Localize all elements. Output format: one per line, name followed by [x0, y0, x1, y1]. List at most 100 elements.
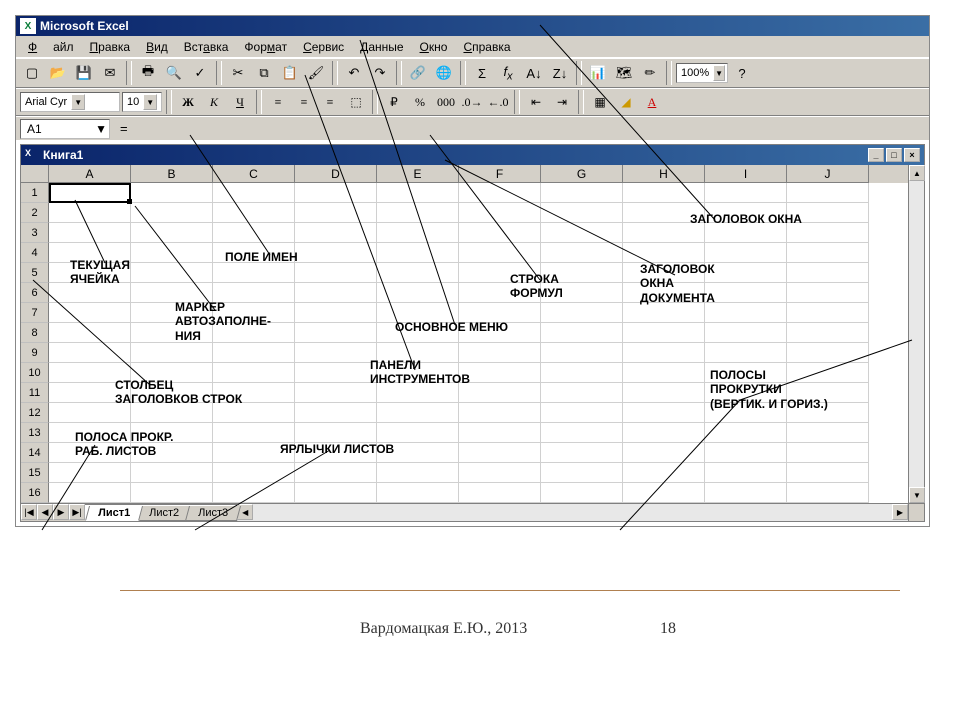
- cell[interactable]: [787, 183, 869, 203]
- cell[interactable]: [131, 363, 213, 383]
- cell[interactable]: [623, 403, 705, 423]
- cell[interactable]: [131, 343, 213, 363]
- menu-insert[interactable]: Вставка: [176, 38, 237, 56]
- cell[interactable]: [213, 443, 295, 463]
- cell[interactable]: [49, 283, 131, 303]
- map-icon[interactable]: 🗺: [612, 61, 636, 85]
- save-icon[interactable]: 💾: [72, 61, 96, 85]
- cell[interactable]: [213, 383, 295, 403]
- row-header[interactable]: 9: [21, 343, 49, 363]
- cell[interactable]: [541, 343, 623, 363]
- cell[interactable]: [49, 463, 131, 483]
- spell-icon[interactable]: ✓: [188, 61, 212, 85]
- next-tab-icon[interactable]: ▶: [53, 504, 69, 520]
- cell[interactable]: [623, 383, 705, 403]
- cell[interactable]: [131, 403, 213, 423]
- row-header[interactable]: 8: [21, 323, 49, 343]
- cell[interactable]: [131, 243, 213, 263]
- thousands-icon[interactable]: 000: [434, 91, 458, 113]
- menu-file[interactable]: Файл: [20, 38, 82, 56]
- cell[interactable]: [377, 403, 459, 423]
- cell[interactable]: [787, 223, 869, 243]
- menu-tools[interactable]: Сервис: [295, 38, 352, 56]
- cell[interactable]: [295, 183, 377, 203]
- cell[interactable]: [459, 443, 541, 463]
- undo-icon[interactable]: ↶: [342, 61, 366, 85]
- cell[interactable]: [295, 243, 377, 263]
- cell[interactable]: [377, 363, 459, 383]
- cell[interactable]: [295, 343, 377, 363]
- cell[interactable]: [787, 343, 869, 363]
- cell[interactable]: [787, 403, 869, 423]
- cell[interactable]: [459, 463, 541, 483]
- print-icon[interactable]: 🖶: [136, 61, 160, 85]
- cell[interactable]: [787, 483, 869, 503]
- cell[interactable]: [705, 343, 787, 363]
- column-header[interactable]: J: [787, 165, 869, 183]
- cell[interactable]: [623, 223, 705, 243]
- cell[interactable]: [131, 303, 213, 323]
- menu-data[interactable]: Данные: [352, 38, 411, 56]
- cell[interactable]: [213, 183, 295, 203]
- cell[interactable]: [377, 383, 459, 403]
- cell[interactable]: [705, 463, 787, 483]
- cell[interactable]: [787, 303, 869, 323]
- cell[interactable]: [377, 243, 459, 263]
- copy-icon[interactable]: ⧉: [252, 61, 276, 85]
- cell[interactable]: [705, 443, 787, 463]
- cell[interactable]: [705, 323, 787, 343]
- name-box[interactable]: A1 ▼: [20, 119, 110, 139]
- cell[interactable]: [213, 223, 295, 243]
- cell[interactable]: [131, 463, 213, 483]
- cell[interactable]: [295, 263, 377, 283]
- cell[interactable]: [131, 423, 213, 443]
- align-left-icon[interactable]: ≡: [266, 91, 290, 113]
- cell[interactable]: [377, 343, 459, 363]
- cell[interactable]: [459, 323, 541, 343]
- cut-icon[interactable]: ✂: [226, 61, 250, 85]
- sheet-tab-3[interactable]: Лист3: [185, 506, 241, 521]
- chart-icon[interactable]: 📊: [586, 61, 610, 85]
- inc-decimal-icon[interactable]: .0→: [460, 91, 484, 113]
- percent-icon[interactable]: %: [408, 91, 432, 113]
- redo-icon[interactable]: ↷: [368, 61, 392, 85]
- cell[interactable]: [541, 483, 623, 503]
- cell[interactable]: [213, 363, 295, 383]
- menu-format[interactable]: Формат: [236, 38, 295, 56]
- cell[interactable]: [49, 263, 131, 283]
- cell[interactable]: [459, 483, 541, 503]
- new-icon[interactable]: ▢: [20, 61, 44, 85]
- cell[interactable]: [459, 403, 541, 423]
- cell[interactable]: [623, 183, 705, 203]
- row-header[interactable]: 12: [21, 403, 49, 423]
- cell[interactable]: [705, 423, 787, 443]
- vertical-scrollbar[interactable]: ▲ ▼: [908, 165, 924, 503]
- sheet-tab-scroll[interactable]: |◀ ◀ ▶ ▶|: [21, 504, 85, 521]
- cell[interactable]: [541, 443, 623, 463]
- cell[interactable]: [377, 223, 459, 243]
- cell[interactable]: [377, 263, 459, 283]
- cell[interactable]: [213, 403, 295, 423]
- cell[interactable]: [295, 443, 377, 463]
- bold-button[interactable]: Ж: [176, 91, 200, 113]
- sheet-tab-2[interactable]: Лист2: [136, 506, 192, 521]
- cell[interactable]: [623, 323, 705, 343]
- cell[interactable]: [131, 203, 213, 223]
- cell[interactable]: [459, 263, 541, 283]
- cell[interactable]: [213, 483, 295, 503]
- cell[interactable]: [459, 183, 541, 203]
- cell[interactable]: [213, 263, 295, 283]
- cell[interactable]: [787, 363, 869, 383]
- chevron-down-icon[interactable]: ▼: [95, 122, 107, 136]
- cell[interactable]: [541, 303, 623, 323]
- cell[interactable]: [623, 243, 705, 263]
- column-header[interactable]: B: [131, 165, 213, 183]
- row-header[interactable]: 1: [21, 183, 49, 203]
- zoom-combo[interactable]: 100% ▼: [676, 63, 728, 83]
- cell[interactable]: [131, 483, 213, 503]
- cell[interactable]: [295, 303, 377, 323]
- cell[interactable]: [131, 183, 213, 203]
- cell[interactable]: [213, 463, 295, 483]
- cell[interactable]: [49, 483, 131, 503]
- cell[interactable]: [295, 403, 377, 423]
